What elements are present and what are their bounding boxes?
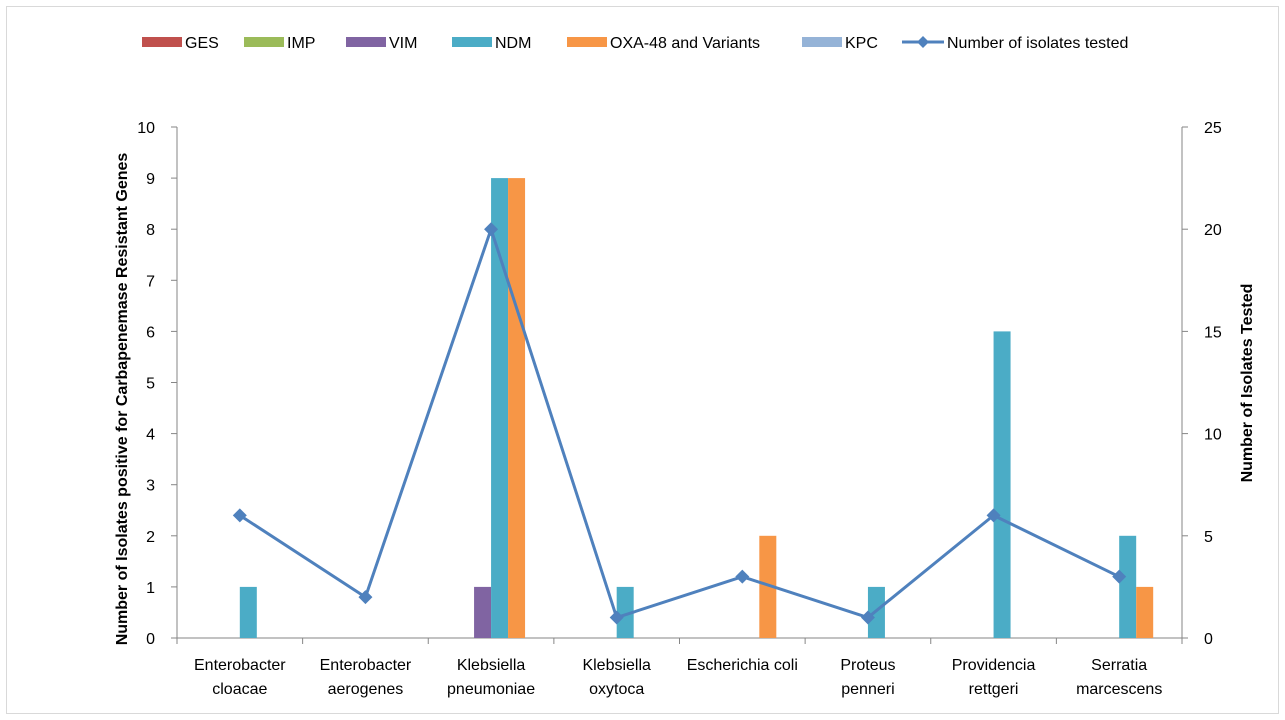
- y-tick-label: 0: [146, 631, 155, 648]
- x-category-label: Proteus penneri: [840, 657, 895, 698]
- legend: GES IMP VIM NDM OXA-48 and Variants KPC Number…: [142, 35, 1128, 52]
- x-category-label: Enterobacter aerogenes: [320, 657, 412, 698]
- bar-ndm: [239, 586, 257, 638]
- legend-swatch: [244, 37, 284, 47]
- bar-oxa-48-and-variants: [508, 178, 526, 638]
- legend-swatch: [142, 37, 182, 47]
- legend-swatch: [567, 37, 607, 47]
- y2-tick-label: 20: [1204, 222, 1222, 239]
- y2-tick-label: 0: [1204, 631, 1213, 648]
- legend-label: IMP: [287, 35, 315, 52]
- x-category-label: Klebsiella oxytoca: [582, 657, 651, 698]
- line-number-of-isolates-tested: [238, 227, 1120, 620]
- x-category-label: Klebsiella pneumoniae: [447, 657, 535, 698]
- y-axis-title: Number of Isolates positive for Carbapen…: [114, 153, 131, 646]
- x-axis: Enterobacter cloacae Enterobacter aerogenes…: [176, 637, 1183, 698]
- line-point-marker: [232, 508, 247, 523]
- bar-vim: [474, 586, 492, 638]
- bar-oxa-48-and-variants: [759, 535, 777, 638]
- y-axis-right: 0 5 10 15 20 25: [1181, 120, 1222, 648]
- bar-ndm: [491, 178, 509, 638]
- legend-label: KPC: [845, 35, 878, 52]
- y-tick-label: 6: [146, 324, 155, 341]
- y-tick-label: 2: [146, 529, 155, 546]
- legend-label: GES: [185, 35, 219, 52]
- chart-frame: [6, 6, 1279, 714]
- y-axis-left: 0 1 2 3 4 5 6 7 8 9 10: [137, 120, 178, 648]
- bar-ndm: [1119, 535, 1137, 638]
- y-tick-label: 3: [146, 478, 155, 495]
- line-point-marker: [860, 610, 875, 625]
- legend-swatch: [802, 37, 842, 47]
- y-tick-label: 10: [137, 120, 155, 137]
- y-tick-label: 1: [146, 580, 155, 597]
- line-point-marker: [735, 569, 750, 584]
- y2-tick-label: 25: [1204, 120, 1222, 137]
- y-tick-label: 7: [146, 273, 155, 290]
- x-category-label: Providencia rettgeri: [952, 657, 1036, 698]
- line-point-marker: [358, 590, 373, 605]
- legend-label: VIM: [389, 35, 417, 52]
- bar-ndm: [616, 586, 634, 638]
- x-category-label: Enterobacter cloacae: [194, 657, 286, 698]
- y-tick-label: 5: [146, 376, 155, 393]
- y2-tick-label: 15: [1204, 324, 1222, 341]
- legend-swatch: [346, 37, 386, 47]
- y-tick-label: 4: [146, 427, 155, 444]
- legend-label: OXA-48 and Variants: [610, 35, 760, 52]
- legend-label: Number of isolates tested: [947, 35, 1128, 52]
- x-category-label: Serratia marcescens: [1076, 657, 1162, 698]
- legend-marker: [917, 36, 929, 48]
- y2-tick-label: 5: [1204, 529, 1213, 546]
- line-layer: [232, 222, 1127, 625]
- legend-label: NDM: [495, 35, 531, 52]
- line-point-marker: [1112, 569, 1127, 584]
- bar-oxa-48-and-variants: [1136, 586, 1154, 638]
- line-point-marker: [609, 610, 624, 625]
- x-category-label: Escherichia coli: [687, 657, 798, 674]
- bars: [239, 178, 1154, 638]
- y-tick-label: 8: [146, 222, 155, 239]
- y2-axis-title: Number of Isolates Tested: [1239, 284, 1256, 483]
- legend-swatch: [452, 37, 492, 47]
- y2-tick-label: 10: [1204, 427, 1222, 444]
- y-tick-label: 9: [146, 171, 155, 188]
- line-point-marker: [484, 222, 499, 237]
- bar-ndm: [993, 331, 1011, 638]
- line-point-marker: [986, 508, 1001, 523]
